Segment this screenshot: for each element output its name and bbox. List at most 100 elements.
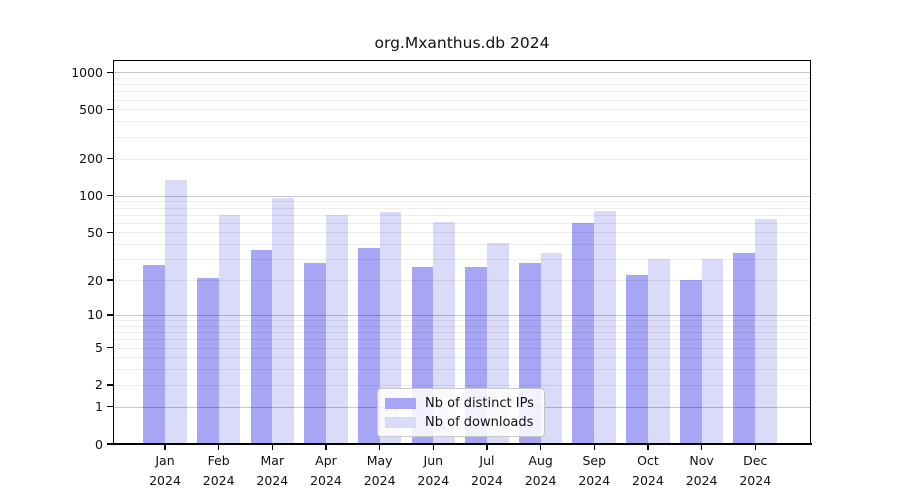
x-tick-mark-may <box>378 444 381 450</box>
legend-row-downloads: Nb of downloads <box>385 415 544 430</box>
y-tick-mark <box>107 346 113 349</box>
minor-gridline <box>113 214 811 216</box>
minor-gridline <box>113 280 811 282</box>
minor-gridline <box>113 109 811 111</box>
y-tick-label: 100 <box>79 188 103 204</box>
bar-apr-downloads <box>325 214 348 444</box>
minor-gridline <box>113 347 811 349</box>
bar-aug-downloads <box>540 252 563 444</box>
y-tick-mark <box>107 314 113 316</box>
minor-gridline <box>113 77 811 79</box>
major-gridline <box>113 72 811 74</box>
y-tick-mark <box>107 279 113 281</box>
minor-gridline <box>113 320 811 322</box>
x-tick-mark-jun <box>432 444 434 450</box>
x-tick-mark-nov <box>700 444 703 450</box>
bar-sep-downloads <box>594 210 617 444</box>
minor-gridline <box>113 332 811 334</box>
x-tick-label-apr: Apr 2024 <box>310 453 342 488</box>
minor-gridline <box>113 325 811 327</box>
minor-gridline <box>113 136 811 138</box>
minor-gridline <box>113 357 811 359</box>
bar-oct-distinct-ips <box>626 275 648 444</box>
legend-row-distinct-ips: Nb of distinct IPs <box>385 396 544 411</box>
bar-feb-downloads <box>218 214 241 444</box>
bar-may-distinct-ips <box>357 248 380 444</box>
y-tick-mark <box>107 71 113 73</box>
y-tick-label: 50 <box>87 224 103 240</box>
bar-apr-distinct-ips <box>304 262 326 444</box>
minor-gridline <box>113 369 811 371</box>
y-tick-mark <box>107 406 113 408</box>
bar-jan-downloads <box>165 179 187 444</box>
minor-gridline <box>113 158 811 160</box>
legend: Nb of distinct IPs Nb of downloads <box>377 388 545 437</box>
y-tick-mark <box>107 157 113 160</box>
y-tick-mark <box>107 231 113 234</box>
x-tick-label-jul: Jul 2024 <box>471 453 503 488</box>
x-tick-label-jun: Jun 2024 <box>417 453 450 488</box>
y-tick-label: 1 <box>95 399 103 415</box>
x-tick-mark-jul <box>486 444 488 450</box>
y-tick-label: 200 <box>79 151 103 167</box>
bar-nov-downloads <box>701 259 724 444</box>
x-tick-mark-mar <box>271 444 273 450</box>
minor-gridline <box>113 339 811 341</box>
bar-dec-distinct-ips <box>733 252 756 444</box>
minor-gridline <box>113 84 811 86</box>
minor-gridline <box>113 121 811 123</box>
legend-label-downloads: Nb of downloads <box>425 414 534 430</box>
bar-may-downloads <box>379 212 402 444</box>
x-tick-mark-oct <box>647 444 649 450</box>
x-tick-mark-apr <box>325 444 327 450</box>
x-tick-label-sep: Sep 2024 <box>578 453 611 488</box>
legend-swatch-0 <box>385 397 416 409</box>
chart-title: org.Mxanthus.db 2024 <box>374 34 550 52</box>
bar-jan-distinct-ips <box>143 264 165 444</box>
bar-mar-downloads <box>272 197 295 444</box>
y-tick-label: 500 <box>79 101 103 117</box>
x-tick-label-may: May 2024 <box>363 453 396 488</box>
x-tick-label-aug: Aug 2024 <box>524 453 557 488</box>
y-tick-label: 10 <box>87 307 103 323</box>
y-tick-mark <box>107 194 113 197</box>
bar-oct-downloads <box>647 259 670 444</box>
x-tick-mark-sep <box>593 444 595 450</box>
x-tick-mark-jan <box>164 444 166 450</box>
x-axis-line <box>112 443 812 445</box>
y-tick-label: 20 <box>87 272 103 288</box>
minor-gridline <box>113 244 811 246</box>
major-gridline <box>113 195 811 197</box>
bar-sep-distinct-ips <box>572 222 595 444</box>
minor-gridline <box>113 259 811 261</box>
x-tick-label-feb: Feb 2024 <box>202 453 235 488</box>
y-tick-mark <box>107 443 113 445</box>
y-tick-label: 5 <box>95 340 103 356</box>
x-tick-label-mar: Mar 2024 <box>256 453 289 488</box>
x-tick-label-nov: Nov 2024 <box>685 453 718 488</box>
x-tick-mark-feb <box>217 444 220 450</box>
x-tick-mark-aug <box>539 444 542 450</box>
y-tick-label: 1000 <box>71 64 103 80</box>
x-tick-label-oct: Oct 2024 <box>632 453 664 488</box>
legend-swatch-1 <box>385 416 416 428</box>
legend-label-distinct-ips: Nb of distinct IPs <box>425 395 534 411</box>
x-tick-label-dec: Dec 2024 <box>739 453 772 488</box>
bar-feb-distinct-ips <box>196 277 219 444</box>
bar-mar-distinct-ips <box>250 249 273 444</box>
minor-gridline <box>113 384 811 386</box>
y-tick-label: 0 <box>95 436 103 452</box>
minor-gridline <box>113 232 811 234</box>
minor-gridline <box>113 222 811 224</box>
bar-dec-downloads <box>755 218 778 444</box>
bar-nov-distinct-ips <box>679 280 702 444</box>
y-tick-mark <box>107 384 113 386</box>
minor-gridline <box>113 91 811 93</box>
y-tick-mark <box>107 108 113 111</box>
y-tick-label: 2 <box>95 377 103 393</box>
minor-gridline <box>113 99 811 101</box>
x-tick-label-jan: Jan 2024 <box>149 453 181 488</box>
major-gridline <box>113 314 811 316</box>
minor-gridline <box>113 207 811 209</box>
